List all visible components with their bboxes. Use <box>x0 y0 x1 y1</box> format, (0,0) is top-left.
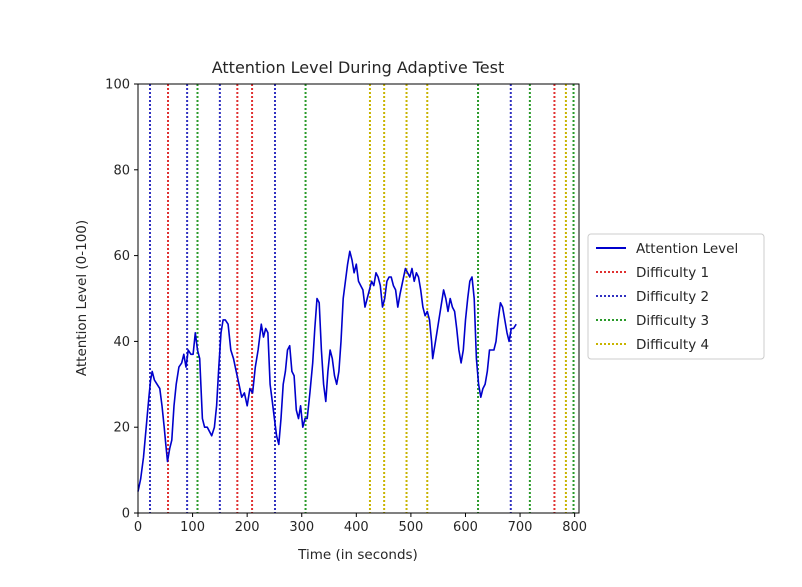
legend-label: Difficulty 2 <box>636 289 709 305</box>
y-axis-ticks: 0 20 40 60 80 100 <box>105 78 138 522</box>
y-tick-label: 100 <box>105 78 130 93</box>
plot-area <box>138 84 579 513</box>
x-tick-label: 0 <box>134 520 142 535</box>
chart-title: Attention Level During Adaptive Test <box>212 58 505 77</box>
y-axis-label: Attention Level (0-100) <box>74 220 90 376</box>
x-tick-label: 500 <box>398 520 423 535</box>
x-tick-label: 700 <box>508 520 533 535</box>
x-tick-label: 200 <box>235 520 260 535</box>
x-tick-label: 300 <box>289 520 314 535</box>
attention-level-line <box>138 251 516 491</box>
x-tick-label: 600 <box>453 520 478 535</box>
plot-frame <box>138 84 579 513</box>
x-tick-label: 800 <box>562 520 587 535</box>
legend-label: Attention Level <box>636 241 738 257</box>
legend: Attention Level Difficulty 1 Difficulty 2 D… <box>588 234 764 359</box>
x-axis-ticks: 0 100 200 300 400 500 600 700 800 <box>134 513 587 535</box>
legend-label: Difficulty 3 <box>636 313 709 329</box>
y-tick-label: 40 <box>113 335 130 350</box>
x-tick-label: 100 <box>180 520 205 535</box>
legend-label: Difficulty 4 <box>636 337 709 353</box>
legend-label: Difficulty 1 <box>636 265 709 281</box>
x-tick-label: 400 <box>344 520 369 535</box>
y-tick-label: 60 <box>113 249 130 264</box>
y-tick-label: 0 <box>122 507 130 522</box>
x-axis-label: Time (in seconds) <box>297 547 418 563</box>
y-tick-label: 80 <box>113 163 130 178</box>
difficulty-lines <box>150 84 574 513</box>
y-tick-label: 20 <box>113 421 130 436</box>
